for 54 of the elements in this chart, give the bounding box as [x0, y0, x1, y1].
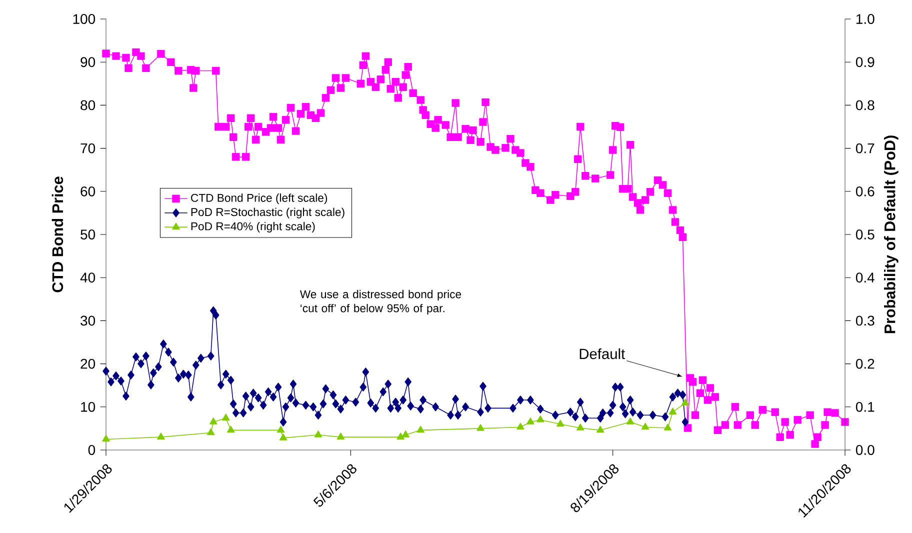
y2-tick-label: 1.0	[856, 14, 874, 24]
legend-label: PoD R=Stochastic (right scale)	[191, 208, 344, 218]
point	[526, 418, 534, 424]
y2-tick-label: 0.9	[856, 57, 874, 68]
point	[157, 432, 165, 440]
point	[626, 418, 634, 424]
point	[276, 426, 285, 433]
point	[668, 408, 677, 414]
point	[576, 424, 584, 430]
y-tick-label: 60	[80, 186, 96, 196]
annotation: Default	[580, 348, 626, 360]
point	[222, 414, 230, 421]
y-tick-label: 40	[80, 272, 96, 283]
y-tick-label: 70	[80, 143, 96, 154]
point	[664, 424, 672, 430]
y2-tick-label: 0.3	[856, 316, 874, 326]
y-tick-label: 80	[80, 100, 96, 110]
point	[279, 434, 288, 440]
point	[416, 426, 424, 433]
y-tick-label: 90	[80, 57, 96, 68]
point	[596, 426, 604, 433]
point	[681, 398, 690, 406]
y-tick-label: 100	[73, 14, 96, 24]
point	[536, 415, 544, 422]
point	[556, 420, 564, 427]
point	[396, 432, 404, 440]
point	[516, 422, 524, 430]
y2-tick-label: 0.6	[856, 186, 874, 196]
y2-tick-label: 0.1	[856, 402, 874, 412]
y2-tick-label: 0.7	[856, 143, 874, 154]
y2-tick-label: 0.2	[856, 358, 874, 369]
point	[226, 426, 235, 433]
point	[210, 418, 218, 424]
point	[641, 422, 650, 430]
y2-axis-title: Probability of Default (PoD)	[884, 136, 898, 334]
point	[207, 428, 215, 436]
y-tick-label: 50	[80, 230, 96, 240]
annotation: We use a distressed bond price ‘cut off’ of below 95% of par.	[300, 290, 462, 314]
point	[336, 432, 345, 440]
y-axis-title: CTD Bond Price	[52, 176, 64, 292]
y-tick-label: 0	[88, 445, 96, 455]
y2-tick-label: 0.5	[856, 230, 874, 240]
y2-tick-label: 0.8	[856, 100, 874, 110]
y2-tick-label: 0.0	[856, 445, 874, 455]
y-tick-label: 20	[80, 358, 96, 369]
y2-tick-label: 0.4	[856, 272, 874, 283]
point	[402, 430, 410, 438]
legend-label: PoD R=40% (right scale)	[191, 222, 315, 233]
point	[314, 430, 322, 438]
y-tick-label: 10	[81, 402, 96, 412]
y-tick-label: 30	[80, 316, 96, 326]
point	[476, 424, 484, 431]
legend-label: CTD Bond Price (left scale)	[191, 194, 328, 204]
point	[102, 434, 110, 442]
